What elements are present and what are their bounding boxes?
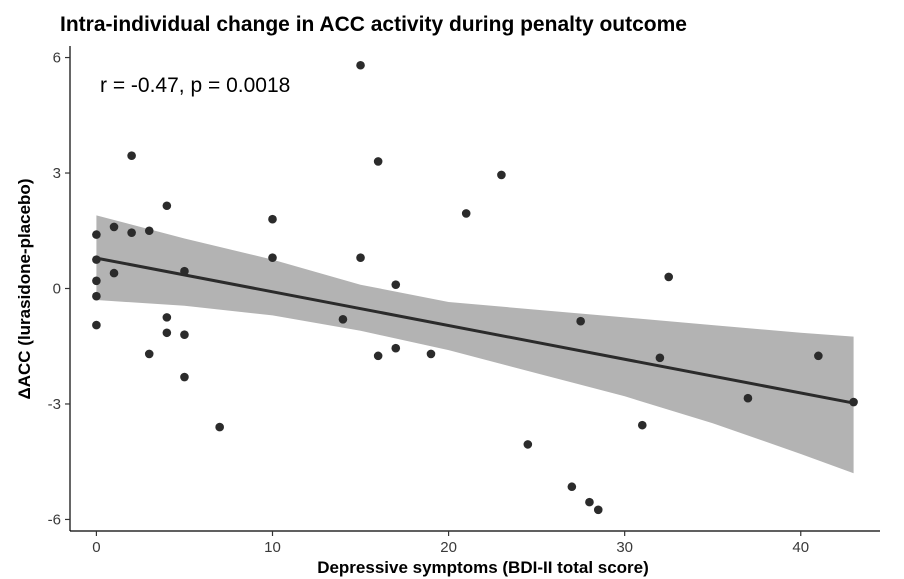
x-tick-label: 0 [92, 539, 100, 556]
data-point [162, 328, 172, 338]
chart-title: Intra-individual change in ACC activity … [60, 13, 687, 36]
data-point [109, 268, 119, 278]
x-axis-label: Depressive symptoms (BDI-II total score) [317, 558, 649, 577]
data-point [144, 349, 154, 359]
x-tick-label: 20 [440, 539, 457, 556]
y-tick-label: -3 [48, 396, 61, 413]
data-point [268, 214, 277, 224]
y-tick-label: 6 [53, 50, 61, 67]
data-point [637, 420, 647, 430]
x-tick-label: 30 [616, 539, 633, 556]
confidence-band [96, 215, 854, 474]
data-point [92, 255, 101, 264]
y-axis-label: ΔACC (lurasidone-placebo) [15, 179, 34, 400]
data-point [162, 201, 172, 211]
data-point [92, 320, 101, 330]
x-tick-label: 40 [792, 539, 809, 556]
data-point [268, 253, 277, 263]
data-point [523, 440, 533, 449]
y-tick-label: -6 [48, 511, 61, 528]
data-point [215, 422, 224, 432]
data-point [461, 209, 471, 218]
data-point [180, 266, 189, 276]
correlation-annotation: r = -0.47, p = 0.0018 [100, 74, 290, 97]
data-point [585, 497, 594, 507]
x-tick-label: 10 [264, 539, 281, 556]
data-point [426, 349, 436, 359]
data-point [743, 393, 753, 403]
data-point [180, 372, 189, 382]
data-point [814, 351, 823, 361]
data-point [162, 313, 172, 322]
data-point [391, 343, 401, 353]
data-point [373, 351, 383, 361]
data-point [849, 397, 858, 407]
data-point [356, 60, 365, 70]
data-point [593, 505, 603, 515]
data-point [144, 226, 154, 236]
data-point [127, 151, 136, 161]
data-point [127, 228, 136, 237]
data-point [92, 291, 101, 301]
regression-line [96, 256, 854, 405]
data-point [664, 272, 673, 282]
data-point [655, 353, 665, 363]
data-point [391, 280, 401, 289]
data-point [373, 157, 383, 166]
data-point [92, 276, 101, 286]
data-point [338, 314, 348, 324]
y-tick-label: 0 [53, 281, 61, 298]
data-point [567, 482, 577, 492]
data-point [180, 330, 189, 339]
data-point [576, 316, 585, 326]
data-point [92, 230, 101, 239]
data-point [356, 253, 365, 263]
y-tick-label: 3 [53, 165, 61, 182]
data-point [497, 170, 506, 180]
data-point [109, 222, 119, 232]
